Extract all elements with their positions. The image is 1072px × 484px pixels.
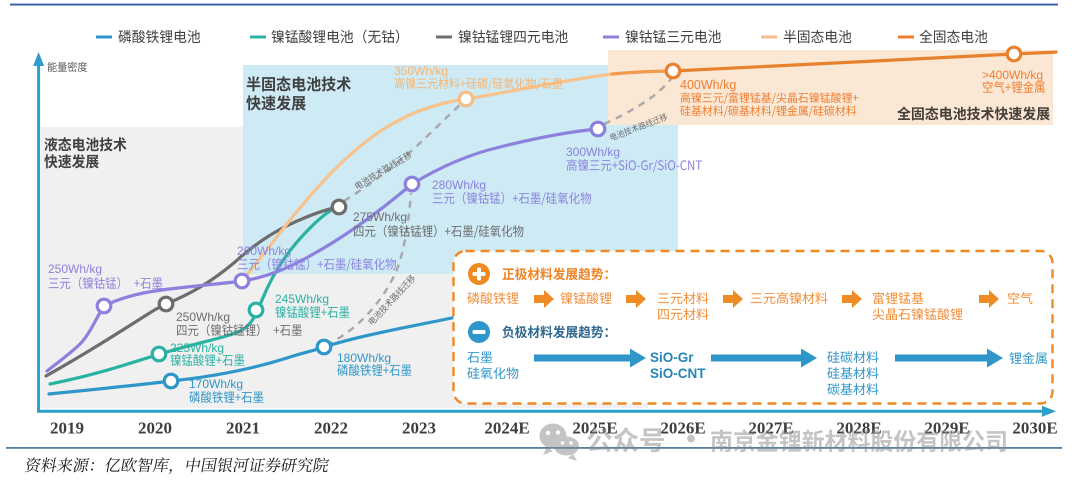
svg-text:2019: 2019 — [50, 419, 84, 438]
svg-text:350Wh/kg: 350Wh/kg — [394, 64, 448, 78]
svg-text:2024E: 2024E — [484, 419, 529, 438]
svg-text:225Wh/kg: 225Wh/kg — [170, 341, 224, 355]
svg-text:2026E: 2026E — [660, 419, 705, 438]
svg-text:250Wh/kg: 250Wh/kg — [176, 310, 230, 324]
svg-text:180Wh/kg: 180Wh/kg — [337, 351, 391, 365]
svg-text:275Wh/kg: 275Wh/kg — [353, 210, 407, 224]
svg-text:2023: 2023 — [402, 419, 436, 438]
svg-text:2028E: 2028E — [836, 419, 881, 438]
svg-text:2030E: 2030E — [1012, 419, 1057, 438]
svg-text:245Wh/kg: 245Wh/kg — [275, 292, 329, 306]
svg-text:300Wh/kg: 300Wh/kg — [566, 145, 620, 159]
svg-text:SiO-Gr: SiO-Gr — [650, 350, 694, 365]
svg-text:2021: 2021 — [226, 419, 260, 438]
svg-text:170Wh/kg: 170Wh/kg — [189, 377, 243, 391]
svg-text:2020: 2020 — [138, 419, 172, 438]
svg-text:280Wh/kg: 280Wh/kg — [432, 178, 486, 192]
svg-text:SiO-CNT: SiO-CNT — [650, 366, 706, 381]
svg-text:260Wh/kg: 260Wh/kg — [237, 244, 291, 258]
svg-text:2022: 2022 — [314, 419, 348, 438]
svg-text:250Wh/kg: 250Wh/kg — [48, 262, 102, 276]
svg-text:>400Wh/kg: >400Wh/kg — [982, 68, 1043, 82]
svg-text:400Wh/kg: 400Wh/kg — [680, 78, 736, 92]
svg-text:2025E: 2025E — [572, 419, 617, 438]
